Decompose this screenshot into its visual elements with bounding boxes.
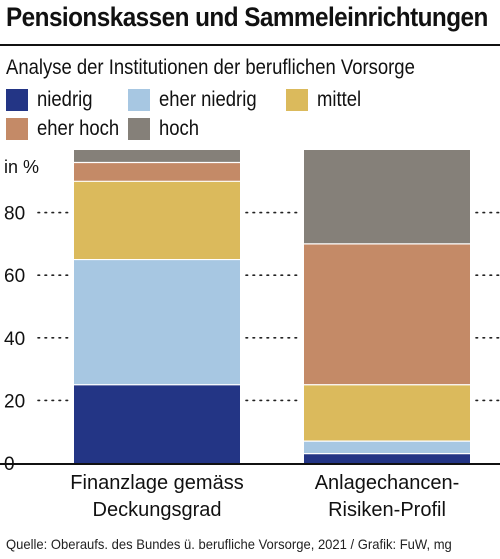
bar-segment (74, 181, 240, 260)
y-tick-label: 80 (4, 204, 25, 225)
y-tick-label: 60 (4, 266, 25, 287)
source-note: Quelle: Oberaufs. des Bundes ü. beruflic… (6, 536, 452, 552)
legend-item: eher hoch (6, 117, 130, 140)
bar-segment (304, 441, 470, 454)
bar-segment (304, 150, 470, 244)
legend-label: niedrig (37, 88, 93, 111)
y-tick-label: 0 (4, 454, 15, 475)
chart-title: Pensionskassen und Sammeleinrichtungen (6, 2, 488, 32)
bar-segment (74, 162, 240, 182)
category-label: Risiken-Profil (328, 499, 446, 521)
bar-segment (74, 384, 240, 463)
category-label: Finanzlage gemäss (70, 472, 243, 494)
legend-item: mittel (286, 88, 367, 111)
legend-item: hoch (128, 117, 205, 140)
legend-label: mittel (317, 88, 362, 111)
bar-segment (304, 453, 470, 463)
bar-segment (304, 384, 470, 442)
legend-label: eher hoch (37, 117, 120, 140)
legend-item: eher niedrig (128, 88, 270, 111)
legend-label: eher niedrig (159, 88, 257, 111)
y-tick-label: 40 (4, 329, 25, 350)
legend-swatch (128, 118, 150, 140)
legend-item: niedrig (6, 88, 100, 111)
bar-segment (74, 259, 240, 385)
category-label: Anlagechancen- (315, 472, 460, 494)
chart-subtitle: Analyse der Institutionen der berufliche… (6, 56, 415, 79)
legend-label: hoch (159, 117, 200, 140)
legend-swatch (6, 118, 28, 140)
legend-swatch (6, 89, 28, 111)
legend-swatch (128, 89, 150, 111)
bar-segment (304, 243, 470, 385)
stacked-bar-chart: 0 20 40 60 80 in % Finanzlage gemäss Deckungsgr… (0, 150, 500, 521)
legend-swatch (286, 89, 308, 111)
y-unit-label: in % (4, 157, 39, 177)
title-rule (0, 44, 500, 46)
y-tick-label: 20 (4, 391, 25, 412)
bar-segment (74, 150, 240, 163)
category-label: Deckungsgrad (93, 499, 222, 521)
